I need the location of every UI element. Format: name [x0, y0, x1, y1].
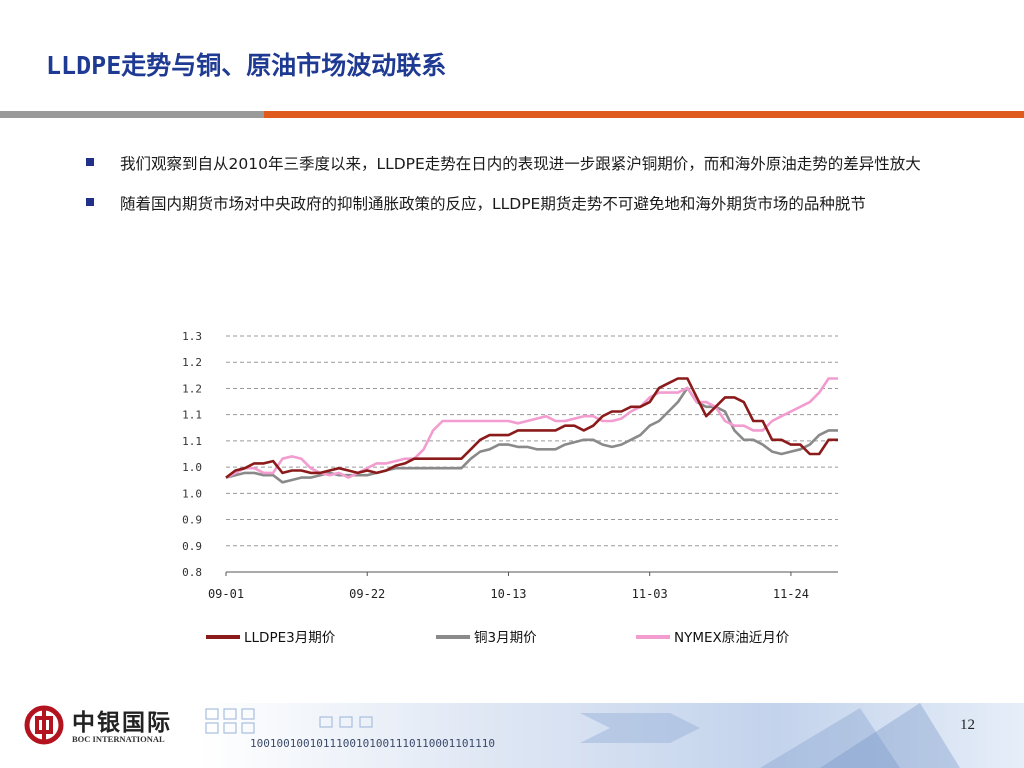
y-tick-label: 0.8: [182, 566, 202, 579]
y-tick-label: 1.1: [182, 435, 202, 448]
y-tick-label: 1.2: [182, 356, 202, 369]
logo-text-cn: 中银国际: [72, 710, 172, 736]
footer-decoration: 1001001001011100101001110110001101110: [200, 703, 1024, 768]
binary-decoration-text: 1001001001011100101001110110001101110: [250, 737, 495, 750]
y-tick-label: 0.9: [182, 514, 202, 527]
price-line-chart: 1.3 1.2 1.2 1.1 1.1 1.0 1.0 0.9 0.9 0.8 09-01 09-22…: [182, 330, 838, 646]
x-tick-label: 11-03: [632, 587, 668, 601]
y-tick-label: 1.0: [182, 461, 202, 474]
bullet-text: 我们观察到自从2010年三季度以来，LLDPE走势在日内的表现进一步跟紧沪铜期价…: [120, 155, 921, 173]
y-tick-label: 1.2: [182, 382, 202, 395]
legend-label: 铜3月期价: [474, 630, 537, 646]
page-title: LLDPE走势与铜、原油市场波动联系: [46, 51, 447, 80]
x-tick-label: 10-13: [490, 587, 526, 601]
bullet-list: 我们观察到自从2010年三季度以来，LLDPE走势在日内的表现进一步跟紧沪铜期价…: [86, 150, 981, 230]
company-logo: 中银国际 BOC INTERNATIONAL: [24, 703, 204, 745]
series-line: [225, 377, 838, 479]
series-line: [225, 386, 838, 484]
legend-label: LLDPE3月期价: [244, 630, 336, 646]
x-tick-label: 11-24: [773, 587, 809, 601]
x-tick-label: 09-22: [349, 587, 385, 601]
y-tick-label: 1.1: [182, 409, 202, 422]
page-number: 12: [960, 717, 975, 733]
series-line: [225, 377, 838, 479]
x-tick-label: 09-01: [208, 587, 244, 601]
bank-of-china-logo-icon: [24, 705, 64, 745]
y-tick-label: 1.0: [182, 487, 202, 500]
bullet-item: 我们观察到自从2010年三季度以来，LLDPE走势在日内的表现进一步跟紧沪铜期价…: [86, 150, 981, 179]
bullet-item: 随着国内期货市场对中央政府的抑制通胀政策的反应，LLDPE期货走势不可避免地和海…: [86, 190, 981, 219]
title-rule-gray: [0, 111, 264, 118]
square-bullet-icon: [86, 158, 94, 166]
bullet-text: 随着国内期货市场对中央政府的抑制通胀政策的反应，LLDPE期货走势不可避免地和海…: [120, 195, 866, 213]
footer-decoration-graphic: 1001001001011100101001110110001101110: [200, 703, 1024, 768]
y-tick-label: 1.3: [182, 330, 202, 343]
y-tick-label: 0.9: [182, 540, 202, 553]
legend-label: NYMEX原油近月价: [674, 630, 790, 646]
square-bullet-icon: [86, 198, 94, 206]
title-rule-orange: [264, 111, 1024, 118]
logo-text-en: BOC INTERNATIONAL: [72, 734, 165, 744]
